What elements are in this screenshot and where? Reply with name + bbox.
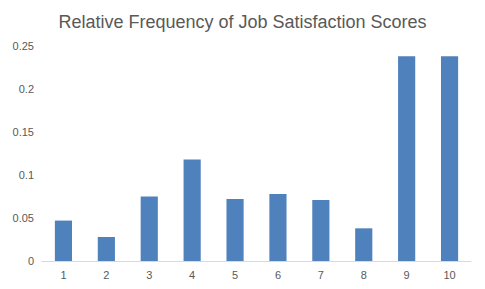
svg-text:Relative Frequency of Job Sati: Relative Frequency of Job Satisfaction S… (58, 12, 426, 32)
svg-text:7: 7 (318, 269, 324, 281)
svg-text:0.2: 0.2 (19, 83, 34, 95)
svg-text:4: 4 (189, 269, 195, 281)
svg-text:9: 9 (404, 269, 410, 281)
svg-text:8: 8 (361, 269, 367, 281)
svg-text:5: 5 (232, 269, 238, 281)
svg-text:0.1: 0.1 (19, 169, 34, 181)
svg-text:2: 2 (103, 269, 109, 281)
svg-text:0.15: 0.15 (13, 126, 34, 138)
svg-text:1: 1 (60, 269, 66, 281)
svg-text:0.25: 0.25 (13, 40, 34, 52)
svg-text:10: 10 (443, 269, 455, 281)
svg-text:3: 3 (146, 269, 152, 281)
svg-text:0.05: 0.05 (13, 212, 34, 224)
svg-text:0: 0 (28, 255, 34, 267)
svg-text:6: 6 (275, 269, 281, 281)
